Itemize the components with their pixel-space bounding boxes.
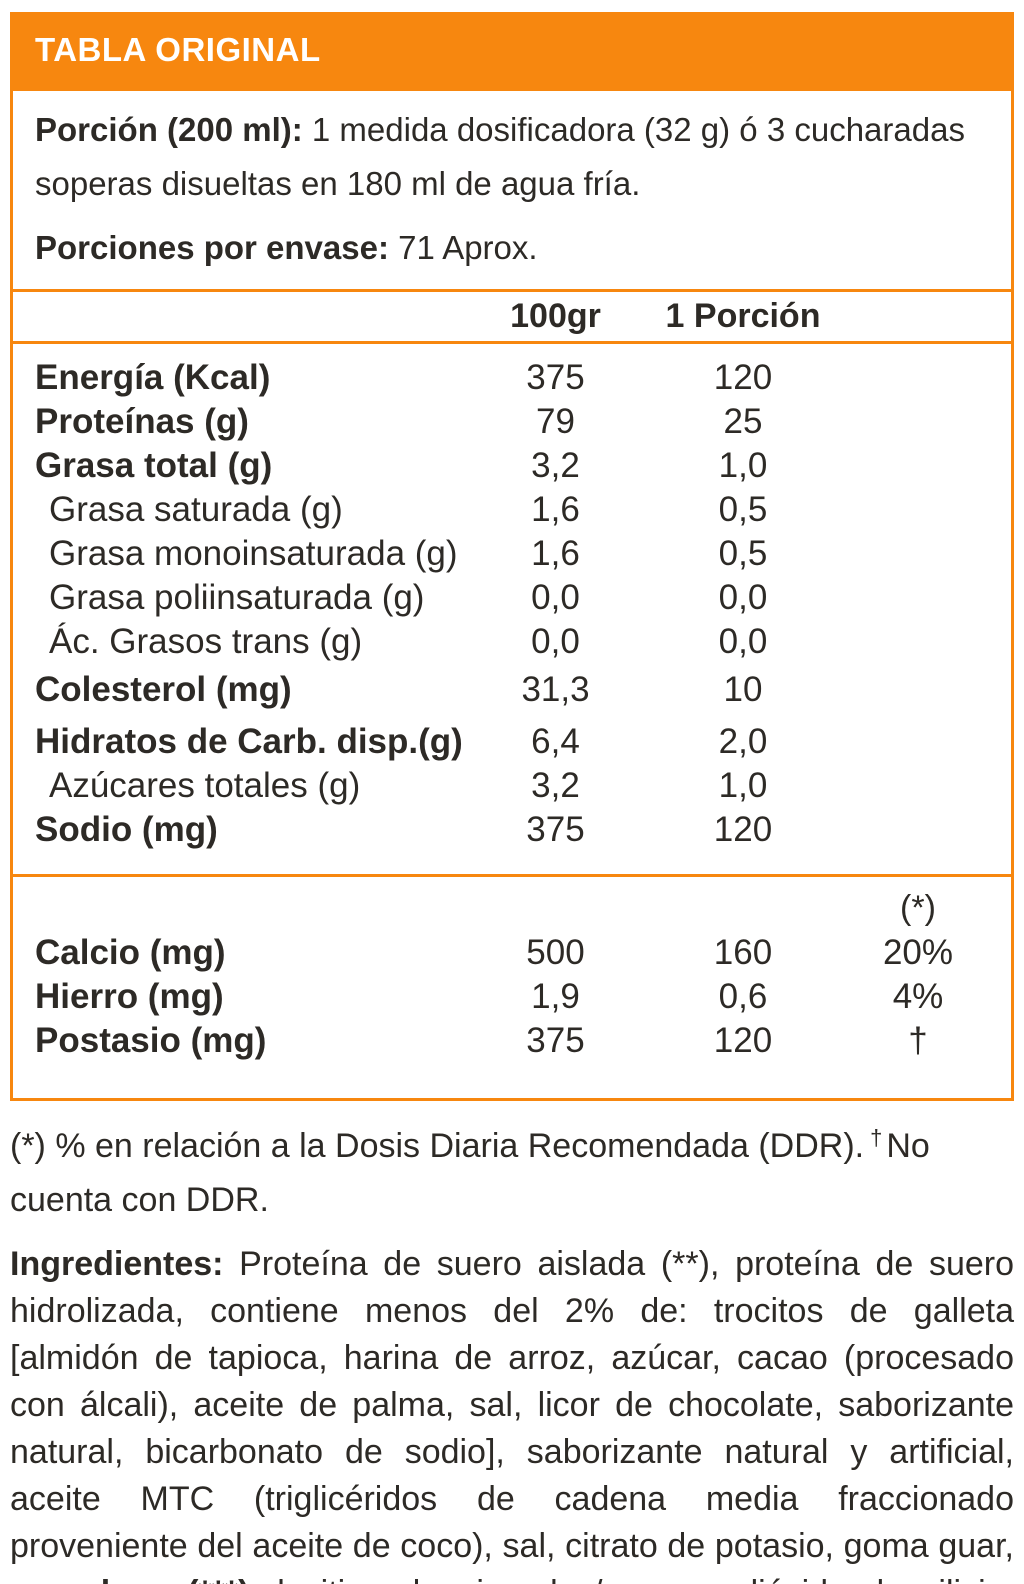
ingredients-label: Ingredientes: xyxy=(10,1245,224,1283)
nutrient-row-grasa-total: Grasa total (g) 3,2 1,0 xyxy=(35,446,768,485)
nutrient-row-grasa-poliinsaturada: Grasa poliinsaturada (g) 0,0 0,0 xyxy=(49,578,768,617)
nutrition-table-box: Porción (200 ml): 1 medida dosificadora … xyxy=(10,88,1014,1101)
serving-size-label: Porción (200 ml): xyxy=(35,111,303,148)
servings-per-container-line: Porciones por envase: 71 Aprox. xyxy=(35,221,989,275)
servings-per-container-text: 71 Aprox. xyxy=(388,229,538,266)
nutrient-row-grasos-trans: Ác. Grasos trans (g) 0,0 0,0 xyxy=(49,622,768,661)
column-header-row: 100gr 1 Porción xyxy=(13,289,1011,344)
ingredients-sucralosa: sucralosa (***) xyxy=(10,1574,249,1584)
mineral-row-calcio: Calcio (mg) 500 160 20% xyxy=(35,933,954,972)
nutrient-row-grasa-saturada: Grasa saturada (g) 1,6 0,5 xyxy=(49,490,768,529)
dagger-symbol: † xyxy=(870,1125,883,1150)
column-header-100g: 100gr xyxy=(510,297,601,335)
ingredients-text-2: , lecitina de girasol y/o soya, dióxido … xyxy=(10,1574,1014,1584)
nutrient-row-sodio: Sodio (mg) 375 120 xyxy=(35,810,773,849)
servings-per-container-label: Porciones por envase: xyxy=(35,229,389,266)
mineral-row-hierro: Hierro (mg) 1,9 0,6 4% xyxy=(35,977,944,1016)
ddr-header-row: (*) xyxy=(13,885,1011,931)
nutrient-row-azucares: Azúcares totales (g) 3,2 1,0 xyxy=(49,766,768,805)
nutrient-row-grasa-monoinsaturada: Grasa monoinsaturada (g) 1,6 0,5 xyxy=(49,534,768,573)
footnote-ddr-text: (*) % en relación a la Dosis Diaria Reco… xyxy=(10,1127,865,1165)
column-header-portion: 1 Porción xyxy=(665,297,821,335)
page-title: TABLA ORIGINAL xyxy=(35,31,321,68)
ingredients-paragraph: Ingredientes: Proteína de suero aislada … xyxy=(10,1241,1014,1584)
column-header-spacer xyxy=(13,292,463,341)
nutrient-row-proteinas: Proteínas (g) 79 25 xyxy=(35,402,763,441)
footnote-no-ddr-text: No cuenta con DDR. xyxy=(10,1127,930,1219)
nutrient-rows: Energía (Kcal) 375 120 Proteínas (g) 79 … xyxy=(13,344,1011,874)
serving-size-line: Porción (200 ml): 1 medida dosificadora … xyxy=(35,103,989,211)
ddr-header: (*) xyxy=(900,889,936,927)
ddr-footnote: (*) % en relación a la Dosis Diaria Reco… xyxy=(10,1121,1014,1225)
serving-info: Porción (200 ml): 1 medida dosificadora … xyxy=(13,91,1011,289)
minerals-section: (*) Calcio (mg) 500 160 20% Hierro (mg) … xyxy=(13,874,1011,1098)
title-bar: TABLA ORIGINAL xyxy=(10,12,1014,88)
nutrient-row-hidratos: Hidratos de Carb. disp.(g) 6,4 2,0 xyxy=(35,722,768,761)
nutrient-row-colesterol: Colesterol (mg) 31,3 10 xyxy=(35,670,763,709)
ingredients-text-1: Proteína de suero aislada (**), proteína… xyxy=(10,1245,1014,1565)
serving-size-text: 1 medida dosificadora (32 g) ó 3 cuchara… xyxy=(35,111,965,202)
mineral-row-postasio: Postasio (mg) 375 120 † xyxy=(35,1021,928,1060)
column-header-empty xyxy=(838,292,998,341)
nutrient-row-energia: Energía (Kcal) 375 120 xyxy=(35,358,773,397)
